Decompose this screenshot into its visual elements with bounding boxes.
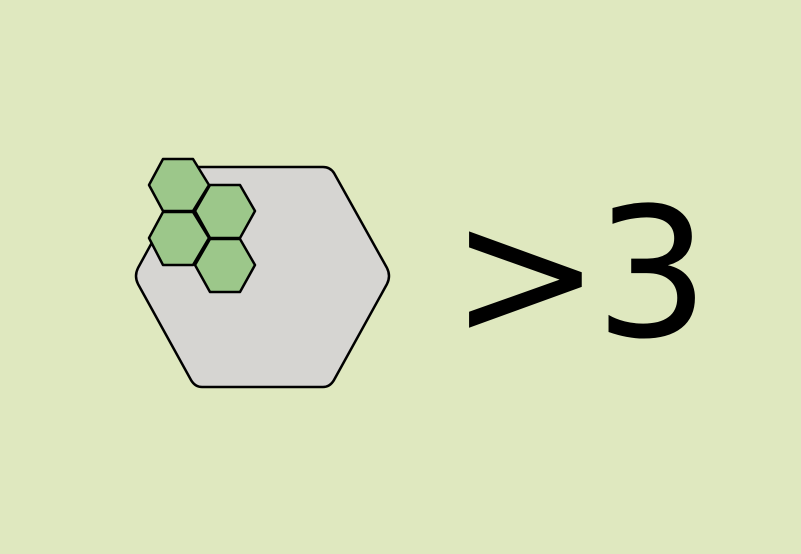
condition-label: >3 (450, 170, 709, 379)
small-hex-tile-4 (193, 237, 257, 294)
small-hex-tile-3 (147, 210, 211, 267)
